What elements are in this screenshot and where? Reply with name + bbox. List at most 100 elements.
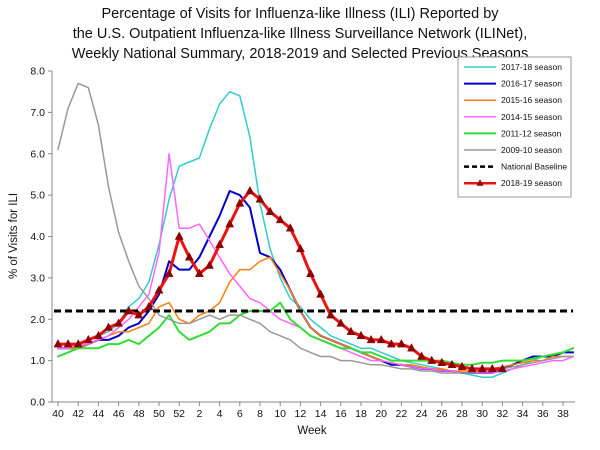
x-tick-label: 52 [173, 408, 185, 420]
data-point-2018-19-season [447, 359, 457, 369]
x-tick-label: 42 [72, 408, 84, 420]
legend-label-2016-17-season: 2016-17 season [501, 79, 562, 89]
data-point-2018-19-season [194, 268, 204, 277]
legend-label-2017-18-season: 2017-18 season [501, 62, 562, 72]
chart-title: Percentage of Visits for Influenza-like … [0, 4, 600, 64]
chart-title-line-1: Percentage of Visits for Influenza-like … [101, 6, 499, 22]
series-lines [53, 82, 575, 378]
y-tick-label: 2.0 [30, 314, 45, 326]
x-tick-label: 32 [497, 408, 509, 420]
legend-label-national-baseline: National Baseline [501, 162, 567, 172]
data-point-2018-19-season [124, 305, 134, 315]
series-line-2009-10-season [57, 82, 574, 374]
data-point-2018-19-season [396, 339, 406, 348]
data-point-2018-19-season [235, 198, 245, 207]
data-point-2018-19-season [457, 361, 467, 371]
x-tick-label: 6 [237, 408, 243, 420]
x-tick-label: 50 [153, 408, 165, 420]
data-point-2018-19-season [154, 285, 164, 294]
data-point-2018-19-season [326, 310, 336, 319]
data-point-2018-19-season [144, 301, 154, 311]
y-tick-label: 1.0 [30, 355, 45, 367]
data-point-2018-19-season [225, 219, 235, 228]
data-point-2018-19-season [356, 330, 366, 340]
legend: 2017-18 season 2016-17 season 2015-16 seas… [457, 56, 572, 198]
data-point-2018-19-season [205, 260, 214, 269]
y-tick-label: 0.0 [30, 397, 45, 409]
legend-label-2018-19-season: 2018-19 season [501, 178, 562, 188]
x-axis-label: Week [297, 425, 326, 437]
x-tick-label: 48 [133, 408, 145, 420]
data-point-2018-19-season [316, 289, 326, 298]
y-tick-label: 3.0 [30, 272, 45, 284]
data-point-2018-19-season [275, 214, 285, 224]
x-tick-label: 16 [335, 408, 347, 420]
x-tick-label: 46 [113, 408, 125, 420]
data-point-2018-19-season [174, 231, 184, 240]
x-tick-label: 40 [52, 408, 64, 420]
data-point-2018-19-season [346, 326, 356, 335]
data-point-2018-19-season [386, 339, 396, 348]
y-tick-label: 8.0 [30, 66, 45, 78]
x-tick-label: 8 [257, 408, 263, 420]
data-point-2018-19-season [427, 355, 437, 364]
x-tick-label: 38 [557, 408, 569, 420]
data-point-2018-19-season [407, 343, 416, 352]
data-point-2018-19-season [63, 339, 73, 348]
data-point-2018-19-season [255, 194, 265, 203]
legend-marker-2018-19-season [476, 179, 484, 186]
x-tick-label: 14 [315, 408, 327, 420]
data-point-2018-19-season [73, 339, 83, 348]
data-point-2018-19-season [477, 363, 487, 373]
legend-label-2009-10-season: 2009-10 season [501, 145, 562, 155]
chart-title-line-2: the U.S. Outpatient Influenza-like Illne… [72, 26, 528, 42]
data-point-2018-19-season [114, 318, 124, 327]
x-tick-label: 12 [295, 408, 307, 420]
data-point-2018-19-season [83, 334, 93, 344]
legend-label-2014-15-season: 2014-15 season [501, 112, 562, 122]
legend-label-2015-16-season: 2015-16 season [501, 95, 562, 105]
x-tick-label: 20 [375, 408, 387, 420]
series-line-2017-18-season [57, 90, 574, 378]
x-tick-label: 4 [217, 408, 223, 420]
data-point-2018-19-season [164, 268, 174, 277]
data-point-2018-19-season [265, 206, 275, 215]
data-point-2018-19-season [437, 357, 447, 366]
x-tick-label: 2 [196, 408, 202, 420]
data-point-2018-19-season [295, 243, 305, 253]
data-point-2018-19-season [376, 334, 386, 344]
x-tick-label: 26 [436, 408, 448, 420]
y-axis-label: % of Visits for ILI [8, 193, 20, 279]
x-tick-label: 28 [456, 408, 468, 420]
data-point-2018-19-season [104, 322, 113, 331]
y-tick-label: 7.0 [30, 107, 45, 119]
data-point-2018-19-season [497, 363, 507, 373]
x-tick-label: 22 [396, 408, 408, 420]
data-point-2018-19-season [487, 363, 497, 373]
x-tick-label: 30 [476, 408, 488, 420]
series-line-2011-12-season [57, 301, 575, 366]
y-tick-label: 6.0 [30, 148, 45, 160]
x-tick-label: 44 [93, 408, 105, 420]
data-point-2018-19-season [93, 330, 103, 340]
data-point-2018-19-season [215, 239, 225, 249]
legend-label-2011-12-season: 2011-12 season [501, 128, 562, 138]
data-point-2018-19-season [366, 334, 376, 344]
x-tick-label: 18 [355, 408, 367, 420]
y-tick-label: 5.0 [30, 190, 45, 202]
chart-title-line-3: Weekly National Summary, 2018-2019 and S… [71, 46, 529, 62]
axes: 0.01.02.03.04.05.06.07.08.040 42 44 46 48 50 5… [30, 66, 575, 420]
data-point-2018-19-season [417, 351, 427, 360]
data-point-2018-19-season [306, 268, 315, 277]
data-point-2018-19-season [245, 185, 255, 195]
x-tick-label: 34 [517, 408, 529, 420]
data-point-2018-19-season [285, 223, 295, 232]
data-point-2018-19-season [467, 363, 477, 373]
x-tick-label: 10 [274, 408, 286, 420]
data-point-2018-19-season [53, 339, 63, 348]
x-tick-label: 36 [537, 408, 549, 420]
data-point-2018-19-season [134, 310, 144, 319]
data-point-2018-19-season [184, 252, 194, 261]
x-tick-label: 24 [416, 408, 428, 420]
